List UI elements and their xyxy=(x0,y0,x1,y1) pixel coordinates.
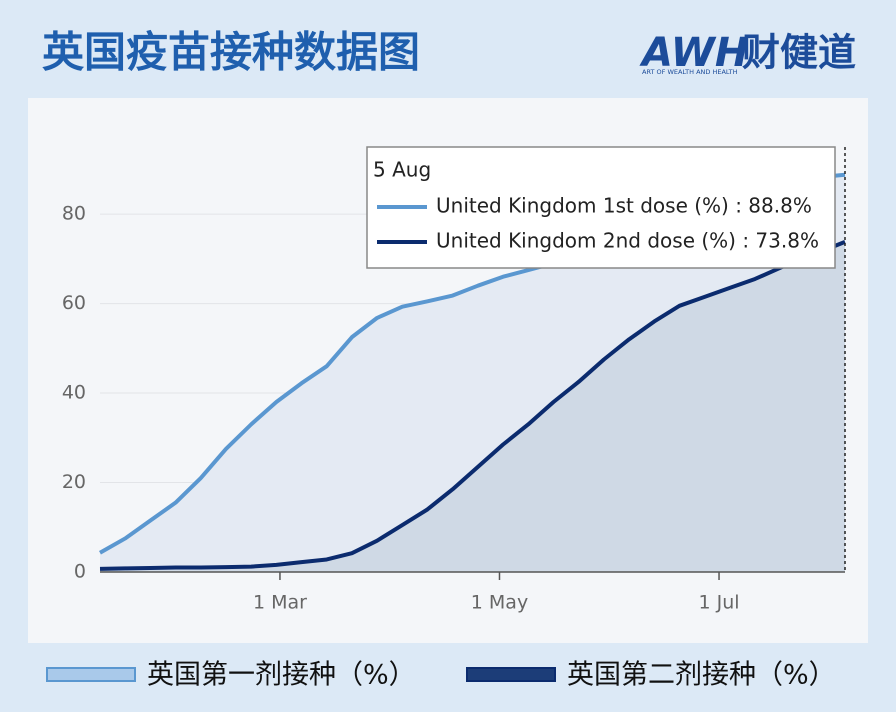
x-tick-label: 1 May xyxy=(471,592,528,614)
y-tick-label: 0 xyxy=(74,561,86,583)
page-title: 英国疫苗接种数据图 xyxy=(42,28,420,77)
logo: AWH xyxy=(639,30,748,76)
x-tick-label: 1 Jul xyxy=(699,592,740,614)
legend-swatch xyxy=(466,667,556,682)
legend-label: 英国第二剂接种（%） xyxy=(567,660,836,691)
x-tick-label: 1 Mar xyxy=(253,592,307,614)
legend-label: 英国第一剂接种（%） xyxy=(147,660,416,691)
area xyxy=(100,241,845,572)
tooltip-item: United Kingdom 1st dose (%) : 88.8% xyxy=(436,194,812,218)
y-tick-label: 20 xyxy=(62,471,86,493)
logo-cn: 财健道 xyxy=(742,31,856,75)
logo-sub: ART OF WEALTH AND HEALTH xyxy=(642,68,738,76)
tooltip-item: United Kingdom 2nd dose (%) : 73.8% xyxy=(436,229,819,253)
y-tick-label: 60 xyxy=(62,292,86,314)
tooltip-date: 5 Aug xyxy=(373,158,431,182)
y-tick-label: 40 xyxy=(62,382,86,404)
legend-swatch xyxy=(46,667,136,682)
tooltip-box xyxy=(366,146,836,269)
y-tick-label: 80 xyxy=(62,203,86,225)
line xyxy=(99,239,846,571)
